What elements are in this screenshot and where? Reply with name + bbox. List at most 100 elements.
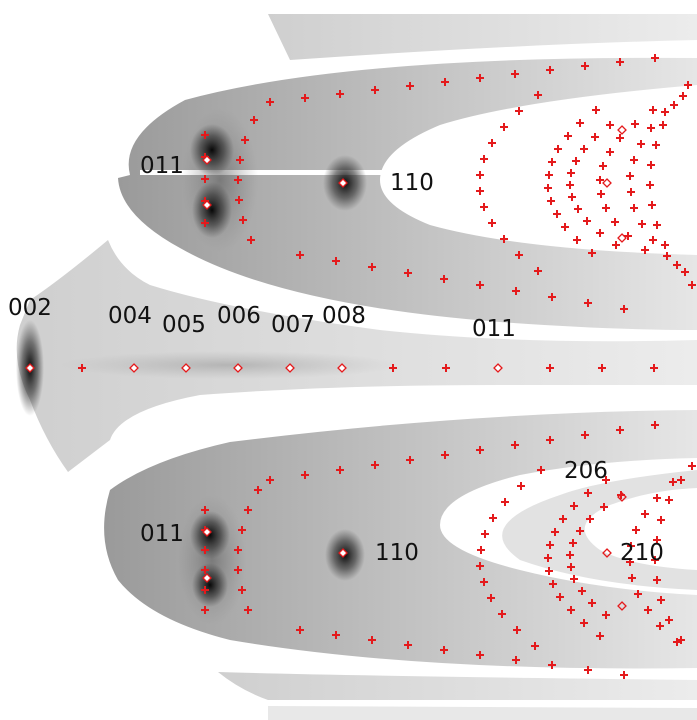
reflection-cross-marker [624, 232, 632, 240]
label-002: 002 [8, 295, 52, 321]
reflection-cross-marker [592, 106, 600, 114]
reflection-cross-marker [641, 246, 649, 254]
label-007: 007 [271, 312, 315, 338]
reflection-cross-marker [584, 299, 592, 307]
reflection-diamond-marker [181, 363, 191, 373]
reflection-cross-marker [440, 646, 448, 654]
reflection-cross-marker [254, 486, 262, 494]
reflection-cross-marker [566, 551, 574, 559]
reflection-cross-marker [665, 616, 673, 624]
reflection-cross-marker [632, 526, 640, 534]
reflection-diamond-marker [602, 178, 612, 188]
reflection-cross-marker [545, 171, 553, 179]
intensity-011-bottom-a [190, 511, 230, 559]
reflection-diamond-marker [202, 155, 212, 165]
reflection-cross-marker [441, 78, 449, 86]
gap-line-top [140, 170, 390, 175]
reflection-cross-marker [574, 205, 582, 213]
label-005: 005 [162, 312, 206, 338]
reflection-cross-marker [641, 510, 649, 518]
reflection-cross-marker [201, 566, 209, 574]
reflection-cross-marker [647, 124, 655, 132]
intensity-features [16, 108, 400, 625]
reflection-cross-marker [646, 181, 654, 189]
reflection-cross-marker [586, 515, 594, 523]
reflection-cross-marker [602, 611, 610, 619]
reflection-cross-marker [544, 554, 552, 562]
reflection-cross-marker [580, 619, 588, 627]
reflection-diamond-marker [202, 200, 212, 210]
reflection-diamond-marker [233, 363, 243, 373]
reflection-cross-marker [404, 269, 412, 277]
reflection-diamond-marker [602, 548, 612, 558]
intensity-00l-streak [60, 351, 400, 379]
reflection-cross-marker [688, 281, 696, 289]
reflection-cross-marker [244, 506, 252, 514]
reflection-cross-marker [637, 140, 645, 148]
reflection-diamond-marker [493, 363, 503, 373]
reflection-cross-marker [602, 476, 610, 484]
reflection-cross-marker [596, 176, 604, 184]
reflection-cross-marker [597, 190, 605, 198]
reflection-cross-marker [511, 441, 519, 449]
reflection-cross-marker [476, 187, 484, 195]
reflection-cross-marker [584, 666, 592, 674]
reflection-cross-marker [498, 610, 506, 618]
reflection-cross-marker [236, 156, 244, 164]
reflection-cross-marker [537, 466, 545, 474]
reflection-cross-marker [531, 642, 539, 650]
reflection-cross-marker [548, 158, 556, 166]
reflection-cross-marker [648, 201, 656, 209]
reflection-cross-marker [266, 476, 274, 484]
reflection-cross-marker [599, 162, 607, 170]
reflection-cross-marker [477, 546, 485, 554]
reflection-cross-marker [567, 169, 575, 177]
reflection-cross-marker [371, 86, 379, 94]
reflection-cross-marker [554, 145, 562, 153]
reflection-cross-marker [661, 108, 669, 116]
reflection-cross-marker [596, 229, 604, 237]
reflection-cross-marker [546, 541, 554, 549]
reflection-cross-marker [596, 632, 604, 640]
reflection-cross-marker [630, 156, 638, 164]
reflection-cross-marker [612, 241, 620, 249]
reflection-cross-marker [238, 526, 246, 534]
reflection-cross-marker [684, 81, 692, 89]
reflection-diamond-marker [617, 601, 627, 611]
reflection-cross-marker [406, 82, 414, 90]
reflection-cross-marker [677, 636, 685, 644]
reflection-cross-marker [659, 121, 667, 129]
reflection-cross-marker [572, 157, 580, 165]
reflection-cross-marker [616, 426, 624, 434]
reflection-cross-marker [606, 148, 614, 156]
reflection-cross-marker [567, 563, 575, 571]
reflection-cross-marker [336, 90, 344, 98]
reflection-cross-marker [627, 542, 635, 550]
reflection-cross-marker [626, 172, 634, 180]
reflection-cross-marker [651, 54, 659, 62]
reflection-diamond-marker [285, 363, 295, 373]
reflection-cross-marker [627, 188, 635, 196]
reflection-cross-marker [534, 91, 542, 99]
reflection-cross-marker [480, 155, 488, 163]
reflection-cross-marker [480, 203, 488, 211]
reflection-cross-marker [368, 636, 376, 644]
label-011-mid: 011 [472, 316, 516, 342]
label-210: 210 [620, 540, 664, 566]
reflection-diamond-marker [338, 548, 348, 558]
reflection-cross-marker [487, 594, 495, 602]
reflection-cross-marker [580, 145, 588, 153]
reflection-cross-marker [661, 241, 669, 249]
reflection-cross-marker [570, 575, 578, 583]
label-008: 008 [322, 303, 366, 329]
reflection-cross-marker [301, 471, 309, 479]
reflection-cross-marker [644, 606, 652, 614]
reflection-cross-marker [241, 136, 249, 144]
reflection-cross-marker [500, 235, 508, 243]
reflection-cross-marker [651, 421, 659, 429]
reflection-cross-marker [591, 133, 599, 141]
reflection-cross-marker [296, 251, 304, 259]
reflection-diamond-marker [617, 492, 627, 502]
reflection-cross-marker [488, 139, 496, 147]
label-206: 206 [564, 458, 608, 484]
